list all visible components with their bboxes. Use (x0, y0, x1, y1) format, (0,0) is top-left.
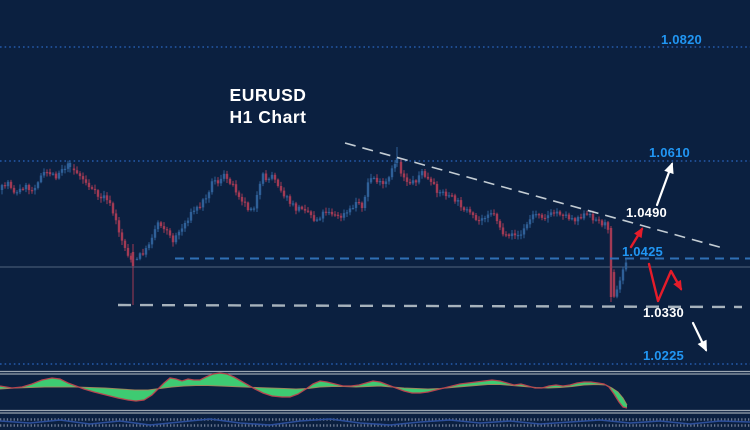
price-level-label-1-0330: 1.0330 (643, 305, 684, 320)
chart-title-timeframe: H1 Chart (229, 107, 307, 127)
price-level-label-1-0610: 1.0610 (649, 145, 690, 160)
chart-title: EURUSD H1 Chart (203, 84, 333, 128)
price-level-label-1-0490: 1.0490 (626, 205, 667, 220)
price-level-label-1-0425: 1.0425 (622, 244, 663, 259)
chart-title-symbol: EURUSD (229, 85, 307, 105)
price-level-label-1-0820: 1.0820 (661, 32, 702, 47)
price-level-label-1-0225: 1.0225 (643, 348, 684, 363)
